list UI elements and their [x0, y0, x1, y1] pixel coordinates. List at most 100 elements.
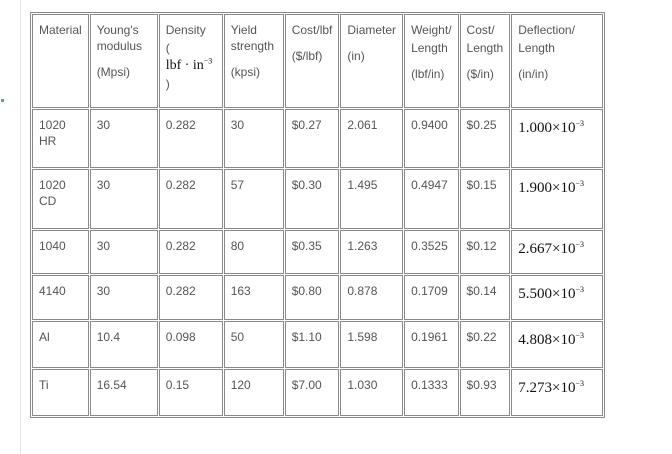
table-row: 1040 30 0.282 80 $0.35 1.263 0.3525 $0.12 2.667×… [32, 230, 604, 274]
table-cell: 16.54 [89, 369, 158, 416]
column-header: Weight/Length (lbf/in) [404, 14, 459, 108]
table-cell: 0.282 [158, 169, 223, 229]
table-cell: Al [32, 321, 89, 368]
table-cell: 120 [223, 369, 284, 416]
table-row: 1020 HR 30 0.282 30 $0.27 2.061 0.9400 $0.25 1.0… [32, 109, 604, 168]
deflection-cell: 2.667×10−3 [511, 230, 604, 274]
header-unit: (kpsi) [230, 65, 261, 79]
table-cell: 1.598 [340, 321, 404, 368]
column-header: Cost/Length ($/in) [459, 14, 511, 108]
column-header: Deflection/Length (in/in) [511, 14, 604, 108]
header-title: Weight/ [411, 23, 452, 37]
table-cell: $0.27 [284, 109, 340, 168]
header-unit: (lbf/in) [411, 67, 445, 81]
deflection-base: 5.500×10 [518, 286, 576, 302]
table-cell: 57 [223, 169, 284, 229]
table-cell: 0.1709 [404, 275, 459, 320]
table-cell: 50 [223, 321, 284, 368]
table-cell: $0.25 [459, 109, 511, 168]
table-cell: 0.15 [158, 369, 223, 416]
table-row: 1020 CD 30 0.282 57 $0.30 1.495 0.4947 $0.15 1.9… [32, 169, 604, 229]
table-cell: 0.878 [340, 275, 404, 320]
table-cell: 1.495 [340, 169, 404, 229]
header-row: Material Young's modulus (Mpsi) Density(lbf… [32, 14, 604, 108]
header-title: Yield strength [230, 23, 275, 53]
table-cell: $0.14 [459, 275, 511, 320]
header-unit: ($/lbf) [291, 49, 323, 63]
table-body: 1020 HR 30 0.282 30 $0.27 2.061 0.9400 $0.25 1.0… [32, 109, 604, 416]
table-cell: 2.061 [340, 109, 404, 168]
header-unit: (in/in) [518, 67, 549, 81]
table-cell: 0.282 [158, 275, 223, 320]
table-cell: 0.4947 [404, 169, 459, 229]
header-unit: lbf · in−3 [165, 56, 216, 74]
table-cell: 0.3525 [404, 230, 459, 274]
table-cell: 1020 CD [32, 169, 89, 229]
header-title: Density [165, 23, 206, 37]
table-row: Ti 16.54 0.15 120 $7.00 1.030 0.1333 $0.93 7.273… [32, 369, 604, 416]
table-cell: 163 [223, 275, 284, 320]
header-title: Cost/lbf [291, 23, 333, 37]
table-cell: $7.00 [284, 369, 340, 416]
table-cell: 0.098 [158, 321, 223, 368]
table-cell: 1040 [32, 230, 89, 274]
table-cell: $0.12 [459, 230, 511, 274]
table-cell: $0.30 [284, 169, 340, 229]
table-cell: 1020 HR [32, 109, 89, 168]
header-title: Diameter [347, 23, 397, 37]
table-cell: $0.35 [284, 230, 340, 274]
table-cell: 30 [223, 109, 284, 168]
table-cell: 0.1961 [404, 321, 459, 368]
deflection-exponent: −3 [575, 331, 584, 340]
header-title: Length [411, 41, 448, 55]
table-cell: 0.282 [158, 109, 223, 168]
header-title: Length [518, 41, 555, 55]
unit-exponent: −3 [203, 56, 213, 66]
column-header: Young's modulus (Mpsi) [89, 14, 158, 108]
table-row: 4140 30 0.282 163 $0.80 0.878 0.1709 $0.14 5.500… [32, 275, 604, 320]
column-header: Diameter (in) [340, 14, 404, 108]
table-cell: 0.9400 [404, 109, 459, 168]
deflection-base: 1.900×10 [518, 180, 576, 196]
header-unit: ($/in) [466, 67, 494, 81]
table-cell: 30 [89, 275, 158, 320]
column-header: Cost/lbf ($/lbf) [284, 14, 340, 108]
deflection-base: 4.808×10 [518, 332, 576, 348]
unit-paren: ( [165, 41, 170, 55]
header-title: Length [466, 41, 504, 55]
table-cell: Ti [32, 369, 89, 416]
column-header: Yield strength (kpsi) [223, 14, 284, 108]
table-cell: 30 [89, 230, 158, 274]
bullet-dot [1, 99, 4, 102]
table-cell: $1.10 [284, 321, 340, 368]
deflection-base: 2.667×10 [518, 241, 576, 257]
table-cell: 1.030 [340, 369, 404, 416]
table-cell: 10.4 [89, 321, 158, 368]
deflection-cell: 5.500×10−3 [511, 275, 604, 320]
deflection-exponent: −3 [575, 119, 584, 128]
deflection-exponent: −3 [575, 179, 584, 188]
table-cell: $0.15 [459, 169, 511, 229]
deflection-cell: 1.000×10−3 [511, 109, 604, 168]
table-cell: 30 [89, 169, 158, 229]
table-cell: $0.93 [459, 369, 511, 416]
unit-text: lbf · in [165, 58, 204, 73]
deflection-cell: 4.808×10−3 [511, 321, 604, 368]
deflection-base: 1.000×10 [518, 120, 576, 136]
deflection-cell: 7.273×10−3 [511, 369, 604, 416]
deflection-exponent: −3 [575, 379, 584, 388]
table-cell: 4140 [32, 275, 89, 320]
deflection-exponent: −3 [575, 285, 584, 294]
header-title: Deflection/ [518, 23, 575, 37]
table-cell: $0.80 [284, 275, 340, 320]
column-header: Density(lbf · in−3) [158, 14, 223, 108]
table-cell: 30 [89, 109, 158, 168]
table-row: Al 10.4 0.098 50 $1.10 1.598 0.1961 $0.22 4.808×… [32, 321, 604, 368]
column-header: Material [32, 14, 89, 108]
deflection-cell: 1.900×10−3 [511, 169, 604, 229]
header-unit: (Mpsi) [96, 65, 131, 79]
deflection-base: 7.273×10 [518, 380, 576, 396]
table-cell: 0.1333 [404, 369, 459, 416]
unit-paren: ) [165, 77, 170, 91]
table-cell: 80 [223, 230, 284, 274]
